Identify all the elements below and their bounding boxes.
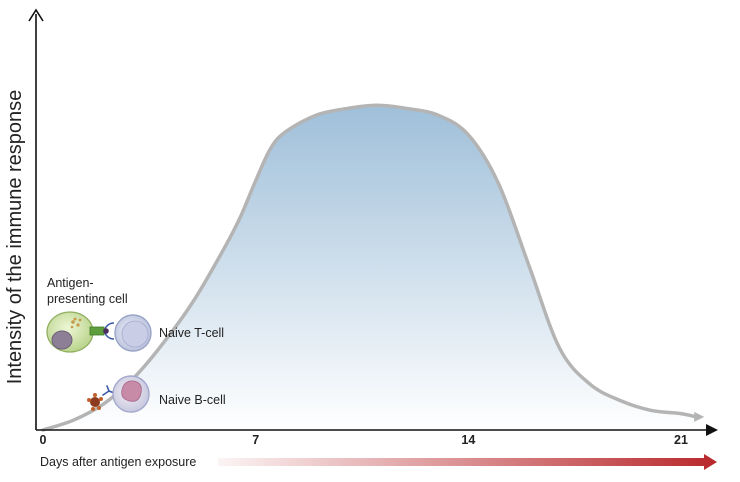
x-axis-arrowhead bbox=[706, 424, 718, 436]
time-arrow bbox=[218, 454, 717, 470]
y-axis-label: Intensity of the immune response bbox=[4, 90, 26, 385]
antigen-presenting-cell-icon bbox=[46, 311, 105, 353]
naive-t-cell-icon bbox=[114, 314, 152, 352]
response-area bbox=[43, 105, 697, 431]
b-cell-label: Naive B-cell bbox=[159, 393, 226, 407]
apc-label-line2: presenting cell bbox=[47, 292, 128, 306]
antigen-icon bbox=[87, 393, 103, 411]
x-tick-label-14: 14 bbox=[461, 433, 475, 447]
apc-label-line1: Antigen- bbox=[47, 276, 94, 290]
x-axis-label: Days after antigen exposure bbox=[40, 455, 196, 469]
x-tick-label-7: 7 bbox=[252, 433, 259, 447]
curve-arrowhead bbox=[694, 411, 705, 422]
naive-b-cell-icon bbox=[112, 375, 150, 413]
x-tick-label-21: 21 bbox=[674, 433, 688, 447]
response-curve bbox=[41, 103, 698, 432]
y-axis-arrowhead bbox=[28, 8, 44, 22]
x-tick-labels: 0 7 14 21 bbox=[40, 433, 688, 447]
x-tick-label-0: 0 bbox=[40, 433, 47, 447]
t-cell-label: Naive T-cell bbox=[159, 326, 224, 340]
tcell-receptor-icon bbox=[103, 322, 115, 340]
